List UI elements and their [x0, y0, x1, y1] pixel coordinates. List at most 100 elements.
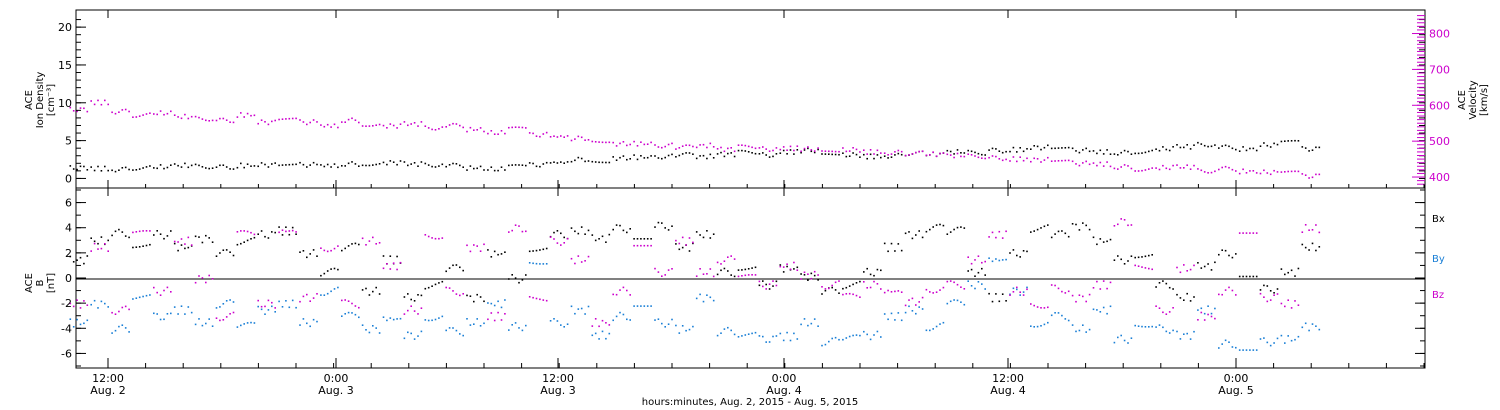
- top-velocity-point: [90, 100, 92, 102]
- top-velocity-point: [688, 144, 691, 147]
- bottom-bz-point: [434, 237, 437, 240]
- bottom-bz-point: [525, 230, 527, 233]
- top-velocity-point: [219, 117, 221, 120]
- bottom-by-point: [104, 302, 106, 305]
- bottom-bz-point: [177, 241, 179, 243]
- bottom-bx-point: [159, 233, 162, 235]
- bottom-bz-point: [211, 278, 214, 280]
- bottom-by-point: [497, 300, 499, 303]
- bottom-bz-point: [1207, 313, 1209, 316]
- bottom-by-point: [1043, 323, 1046, 326]
- bottom-bx-point: [132, 246, 134, 249]
- bottom-by-point: [1061, 314, 1063, 317]
- bottom-bx-point: [455, 264, 458, 266]
- top-density-point: [142, 167, 144, 169]
- bottom-bx-point: [762, 280, 764, 282]
- top-velocity-point: [765, 148, 767, 150]
- bottom-bz-point: [149, 230, 151, 232]
- bottom-bx-point: [354, 242, 357, 245]
- bottom-by-point: [111, 332, 113, 334]
- bottom-bz-point: [142, 230, 144, 232]
- top-density-point: [288, 163, 291, 166]
- top-density-point: [960, 152, 962, 154]
- bottom-by-point: [974, 287, 976, 290]
- bottom-bx-point: [553, 231, 555, 234]
- bottom-bz-point: [1141, 266, 1143, 268]
- top-velocity-point: [873, 153, 875, 155]
- bottom-bz-point: [932, 292, 934, 294]
- top-density-point: [793, 153, 795, 155]
- top-density-point: [508, 164, 510, 167]
- bottom-bz-point: [187, 236, 190, 239]
- top-velocity-point: [911, 153, 914, 155]
- top-density-point: [427, 164, 430, 166]
- bottom-bx-point: [205, 234, 207, 237]
- bottom-by-point: [859, 334, 861, 337]
- bottom-bx-point: [326, 270, 329, 272]
- bottom-bx-point: [845, 286, 848, 289]
- top-velocity-point: [1168, 168, 1171, 171]
- bottom-by-point: [396, 318, 398, 320]
- bottom-bx-point: [1082, 222, 1084, 224]
- top-velocity-point: [1235, 170, 1237, 172]
- top-velocity-point: [347, 118, 350, 121]
- top-velocity-point: [1228, 166, 1230, 169]
- top-velocity-point: [782, 146, 785, 148]
- top-density-point: [977, 152, 980, 155]
- bottom-bx-point: [257, 233, 259, 235]
- top-velocity-point: [438, 128, 440, 130]
- top-velocity-point: [772, 149, 774, 152]
- bottom-bx-point: [1165, 282, 1168, 285]
- bottom-by-point: [810, 322, 813, 325]
- bottom-by-point: [1012, 287, 1015, 290]
- top-velocity-point: [643, 143, 646, 146]
- top-density-point: [1259, 145, 1262, 147]
- top-velocity-point: [584, 139, 586, 141]
- top-velocity-point: [1043, 159, 1046, 161]
- bottom-bz-point: [615, 293, 618, 296]
- bottom-bz-point: [741, 275, 743, 277]
- bottom-by-point: [1266, 341, 1269, 344]
- bottom-bx-point: [410, 298, 412, 301]
- top-right-ylabel-line1: ACE: [1457, 90, 1468, 110]
- bottom-bx-point: [469, 295, 472, 297]
- bottom-bx-point: [459, 266, 461, 269]
- top-density-point: [215, 166, 218, 168]
- bottom-bx-point: [775, 280, 778, 283]
- top-density-point: [1287, 140, 1289, 142]
- top-velocity-point: [528, 132, 531, 134]
- top-velocity-point: [462, 126, 464, 129]
- bottom-by-point: [622, 313, 625, 316]
- top-velocity-point: [240, 112, 242, 114]
- bottom-by-point: [1151, 325, 1153, 328]
- bottom-by-point: [1096, 309, 1098, 311]
- top-velocity-point: [640, 141, 642, 143]
- bottom-by-point: [730, 329, 732, 332]
- top-velocity-point: [76, 110, 78, 113]
- top-velocity-point: [177, 116, 179, 118]
- bottom-bx-point: [1030, 231, 1032, 233]
- bottom-bx-point: [1099, 238, 1102, 240]
- top-velocity-point: [1148, 168, 1150, 170]
- bottom-bz-point: [344, 299, 346, 301]
- top-velocity-point: [1123, 164, 1126, 166]
- bottom-by-point: [132, 298, 134, 300]
- bottom-by-point: [473, 323, 475, 325]
- bottom-by-point: [399, 317, 402, 320]
- bottom-by-point: [831, 337, 833, 340]
- top-velocity-point: [754, 147, 757, 150]
- top-right-ylabel-line2: Velocity: [1468, 80, 1479, 119]
- bottom-bz-point: [1022, 294, 1025, 296]
- top-density-point: [782, 149, 785, 152]
- top-velocity-point: [977, 156, 980, 159]
- bottom-by-point: [316, 320, 318, 323]
- top-velocity-point: [699, 144, 701, 146]
- top-velocity-point: [817, 147, 819, 149]
- top-velocity-point: [1197, 168, 1199, 170]
- bottom-by-point: [883, 313, 886, 315]
- bottom-bx-point: [995, 293, 997, 295]
- bottom-by-point: [1304, 322, 1307, 325]
- bottom-bx-point: [86, 255, 89, 257]
- bottom-bx-point: [1218, 253, 1220, 256]
- bottom-by-point: [93, 299, 96, 302]
